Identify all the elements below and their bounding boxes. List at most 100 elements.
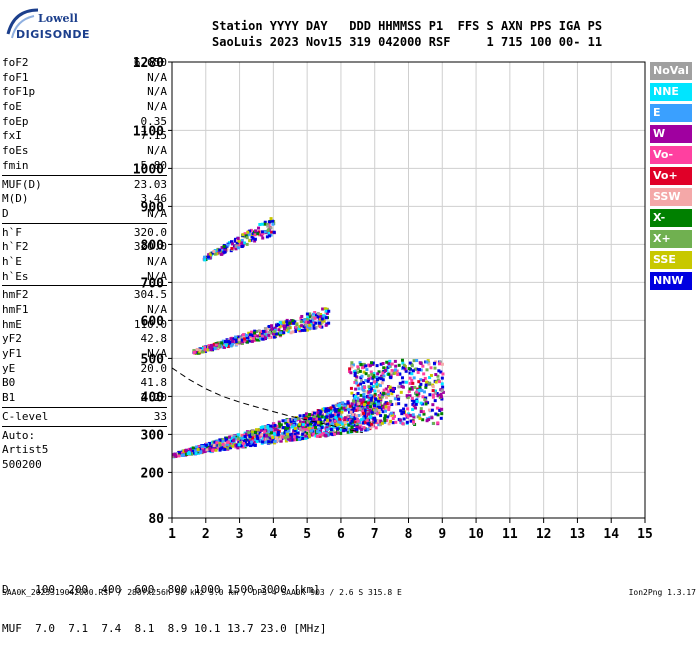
echo-point: [431, 385, 435, 389]
echo-point: [328, 410, 332, 414]
echo-point: [246, 438, 250, 442]
echo-point: [283, 436, 287, 440]
echo-point: [261, 425, 265, 429]
echo-point: [387, 364, 391, 368]
echo-point: [371, 384, 375, 388]
echo-point: [390, 369, 394, 373]
echo-point: [354, 395, 358, 399]
echo-point: [398, 372, 402, 376]
echo-point: [312, 415, 316, 419]
echo-point: [238, 243, 242, 247]
x-axis-ticks: 1 2 3 4 5 6 7 8 9 10 11 12 13 14 15: [168, 518, 653, 542]
echo-point: [367, 374, 371, 378]
echo-point: [424, 383, 428, 387]
echo-point: [221, 443, 225, 447]
param-label: foE: [2, 100, 22, 114]
echo-point: [383, 419, 387, 423]
echo-point: [432, 421, 436, 425]
echo-point: [283, 419, 287, 423]
echo-point: [378, 401, 382, 405]
echo-point: [437, 369, 441, 373]
param-value: N/A: [147, 347, 167, 361]
echo-point: [329, 432, 333, 436]
echo-point: [438, 409, 442, 413]
echo-point: [205, 448, 209, 452]
echo-point: [370, 401, 374, 405]
param-value: 320.0: [133, 240, 167, 254]
echo-point: [250, 332, 254, 336]
x-tick-label: 12: [536, 527, 552, 542]
echo-point: [185, 452, 189, 456]
echo-point: [209, 344, 213, 348]
echo-point: [333, 419, 337, 423]
echo-point: [302, 320, 306, 324]
echo-point: [329, 414, 333, 418]
echo-point: [257, 428, 261, 432]
echo-point: [209, 445, 213, 449]
echo-point: [339, 431, 343, 435]
echo-point: [218, 438, 222, 442]
echo-point: [325, 412, 329, 416]
echo-point: [257, 329, 261, 333]
echo-point: [266, 426, 270, 430]
legend-item-nnw: NNW: [650, 272, 692, 290]
echo-point: [373, 416, 377, 420]
echo-point: [429, 366, 433, 370]
echo-point: [236, 238, 240, 242]
echo-point: [383, 420, 387, 424]
echo-point: [368, 408, 372, 412]
echo-point: [400, 358, 404, 362]
echo-point: [259, 426, 263, 430]
echo-point: [292, 423, 296, 427]
echo-point: [356, 400, 360, 404]
echo-point: [218, 441, 222, 445]
echo-point: [349, 371, 353, 375]
param-value: 2.20: [140, 391, 168, 405]
echo-point: [232, 246, 236, 250]
echo-point: [232, 435, 236, 439]
echo-point: [368, 394, 372, 398]
echo-point: [254, 428, 258, 432]
echo-point: [333, 407, 337, 411]
echo-point: [368, 407, 372, 411]
echo-point: [388, 375, 392, 379]
echo-point: [331, 433, 335, 437]
echo-point: [267, 440, 271, 444]
echo-point: [367, 408, 371, 412]
echo-point: [246, 230, 250, 234]
echo-point: [395, 397, 399, 401]
echo-point: [374, 397, 378, 401]
echo-point: [413, 406, 417, 410]
echo-point: [412, 359, 416, 363]
echo-point: [229, 446, 233, 450]
echo-point: [320, 321, 324, 325]
echo-point: [313, 421, 317, 425]
echo-point: [324, 409, 328, 413]
param-row: 500200: [2, 458, 167, 473]
echo-point: [382, 388, 386, 392]
param-label: h`F: [2, 225, 22, 239]
echo-point: [208, 345, 212, 349]
echo-point: [275, 324, 279, 328]
param-label: foF2: [2, 56, 29, 69]
echo-point: [419, 410, 423, 414]
echo-point: [318, 412, 322, 416]
echo-point: [301, 432, 305, 436]
echo-point: [273, 427, 277, 431]
echo-point: [366, 401, 370, 405]
echo-point: [439, 370, 443, 374]
echo-point: [249, 228, 253, 232]
echo-point: [286, 424, 290, 428]
echo-point: [208, 446, 212, 450]
echo-point: [369, 387, 373, 391]
echo-point: [232, 440, 236, 444]
legend-item-sse: SSE: [650, 251, 692, 269]
param-value: N/A: [147, 70, 167, 84]
echo-point: [337, 404, 341, 408]
echo-point: [427, 408, 431, 412]
echo-point: [356, 383, 360, 387]
legend-item-x: X-: [650, 209, 692, 227]
echo-point: [222, 345, 226, 349]
echo-point: [242, 333, 246, 337]
echo-point: [374, 409, 378, 413]
